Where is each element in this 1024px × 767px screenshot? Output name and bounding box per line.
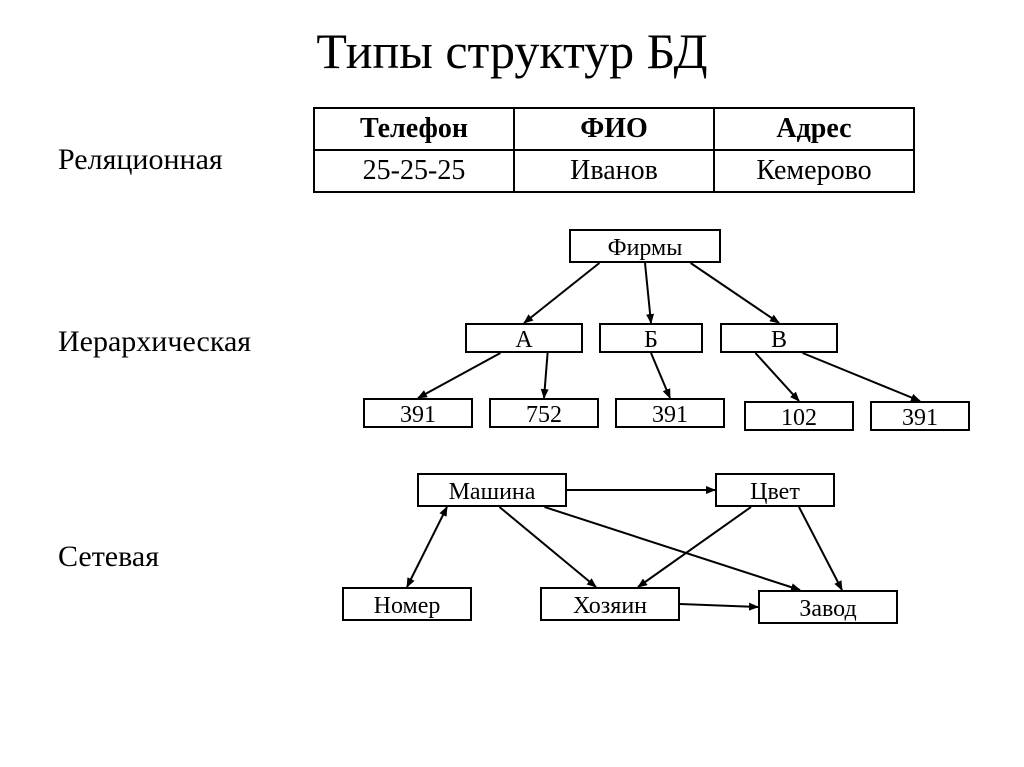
hier-node-n2: 752 [489,398,599,428]
hier-node-n1: 391 [363,398,473,428]
hier-node-a: А [465,323,583,353]
hierarchical-label: Иерархическая [58,325,251,359]
relational-table: Телефон ФИО Адрес 25-25-25 Иванов Кемеро… [313,107,915,193]
table-cell: Иванов [514,150,714,192]
hier-node-root: Фирмы [569,229,721,263]
col-header: Телефон [314,108,514,150]
net-node-color: Цвет [715,473,835,507]
hier-node-n3: 391 [615,398,725,428]
net-node-car: Машина [417,473,567,507]
col-header: Адрес [714,108,914,150]
relational-label: Реляционная [58,143,223,177]
network-label: Сетевая [58,540,159,574]
col-header: ФИО [514,108,714,150]
hier-node-c: В [720,323,838,353]
page-title: Типы структур БД [0,22,1024,80]
hier-node-n5: 391 [870,401,970,431]
net-node-number: Номер [342,587,472,621]
table-cell: Кемерово [714,150,914,192]
net-node-owner: Хозяин [540,587,680,621]
net-node-factory: Завод [758,590,898,624]
hier-node-n4: 102 [744,401,854,431]
hier-node-b: Б [599,323,703,353]
table-cell: 25-25-25 [314,150,514,192]
